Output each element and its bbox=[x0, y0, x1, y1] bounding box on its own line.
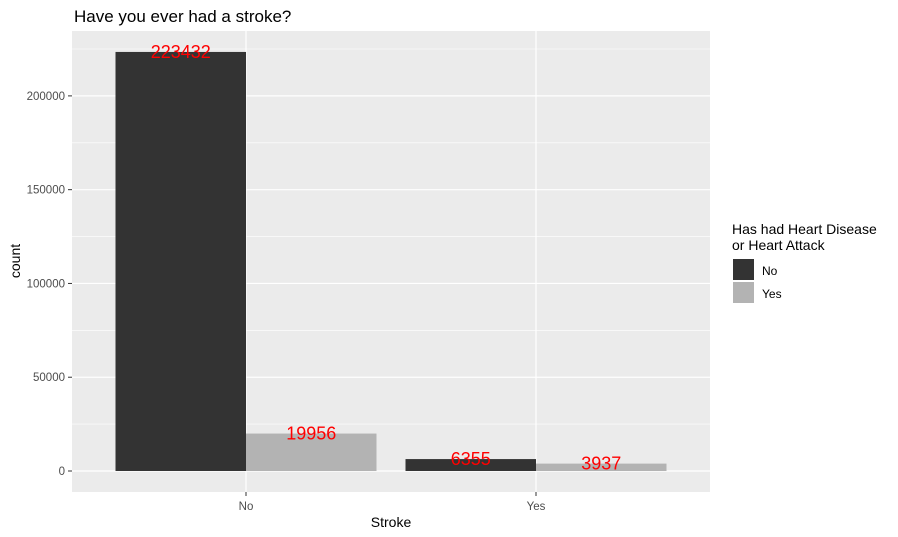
data-label: 6355 bbox=[451, 449, 491, 469]
data-labels: 223432 6355 19956 3937 bbox=[151, 42, 622, 474]
data-label: 19956 bbox=[286, 424, 336, 444]
y-tick-label: 0 bbox=[59, 466, 65, 478]
y-axis-ticks: 0 50000 100000 150000 200000 bbox=[27, 91, 72, 478]
legend-swatch-no bbox=[733, 259, 754, 280]
legend-label-no: No bbox=[762, 264, 778, 278]
y-tick-label: 200000 bbox=[27, 91, 65, 103]
y-tick-label: 50000 bbox=[33, 372, 65, 384]
bar bbox=[115, 51, 246, 471]
x-axis-title: Stroke bbox=[371, 514, 412, 530]
legend-title-line-2: or Heart Attack bbox=[732, 237, 826, 253]
bars bbox=[115, 51, 667, 471]
y-axis-title: count bbox=[7, 244, 23, 278]
y-tick-label: 150000 bbox=[27, 185, 65, 197]
legend-title-line-1: Has had Heart Disease bbox=[732, 221, 877, 237]
bar bbox=[536, 463, 667, 471]
legend-title: Has had Heart Disease or Heart Attack bbox=[732, 221, 881, 253]
chart-title: Have you ever had a stroke? bbox=[74, 7, 291, 26]
x-tick-label: Yes bbox=[527, 501, 546, 513]
bar bbox=[405, 459, 536, 471]
data-label: 3937 bbox=[581, 454, 621, 474]
legend-swatch-yes bbox=[733, 282, 754, 303]
data-label: 223432 bbox=[151, 42, 211, 62]
y-tick-label: 100000 bbox=[27, 278, 65, 290]
x-tick-label: No bbox=[239, 501, 254, 513]
legend: Has had Heart Disease or Heart Attack No… bbox=[732, 221, 881, 303]
legend-label-yes: Yes bbox=[762, 287, 782, 301]
bar bbox=[246, 433, 377, 471]
x-axis-ticks: No Yes bbox=[239, 492, 546, 513]
